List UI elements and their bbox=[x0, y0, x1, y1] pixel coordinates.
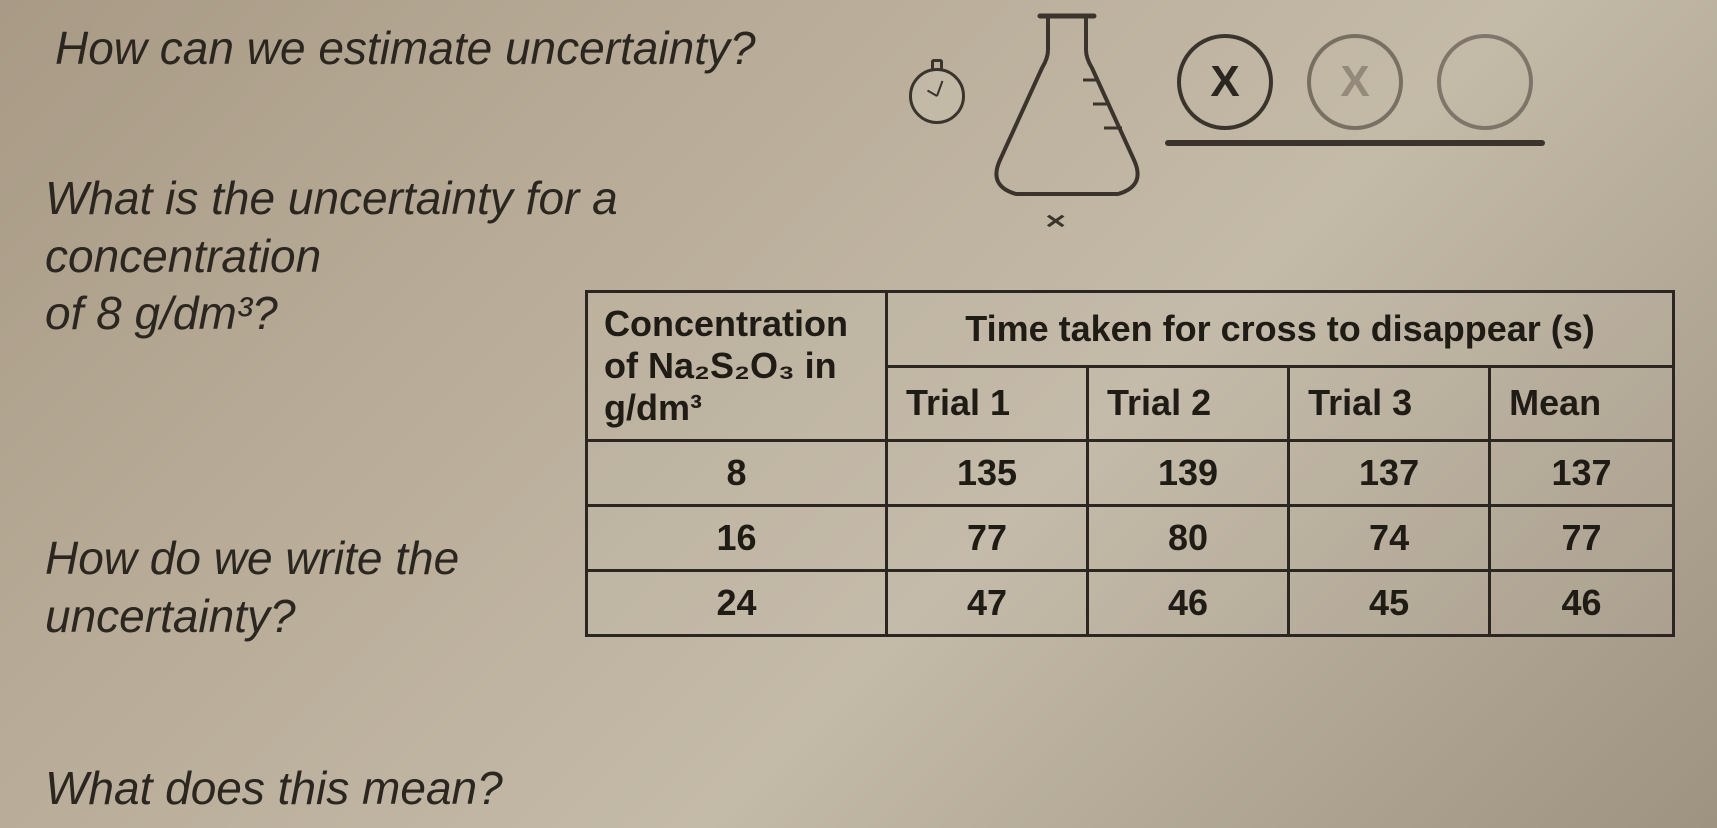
header-mean: Mean bbox=[1490, 366, 1674, 441]
conical-flask-icon bbox=[982, 10, 1152, 210]
header-time-span: Time taken for cross to disappear (s) bbox=[887, 292, 1674, 367]
cell-trial2: 46 bbox=[1088, 571, 1289, 636]
cell-conc: 24 bbox=[587, 571, 887, 636]
results-table-wrap: Concentration of Na₂S₂O₃ in g/dm³ Time t… bbox=[585, 290, 1675, 637]
cell-trial3: 45 bbox=[1289, 571, 1490, 636]
cell-trial3: 74 bbox=[1289, 506, 1490, 571]
cell-conc: 16 bbox=[587, 506, 887, 571]
stopwatch-icon bbox=[909, 68, 965, 124]
question-3: How do we write the uncertainty? bbox=[45, 530, 605, 645]
cross-fading-icon: X bbox=[1307, 34, 1403, 130]
cell-trial1: 47 bbox=[887, 571, 1088, 636]
table-header-row-1: Concentration of Na₂S₂O₃ in g/dm³ Time t… bbox=[587, 292, 1674, 367]
cell-trial3: 137 bbox=[1289, 441, 1490, 506]
question-1: How can we estimate uncertainty? bbox=[55, 20, 756, 78]
question-3-line1: How do we write the bbox=[45, 532, 459, 584]
header-trial-2: Trial 2 bbox=[1088, 366, 1289, 441]
header-conc-line3: g/dm³ bbox=[604, 387, 869, 429]
cell-mean: 77 bbox=[1490, 506, 1674, 571]
cell-trial2: 139 bbox=[1088, 441, 1289, 506]
question-3-line2: uncertainty? bbox=[45, 590, 296, 642]
cell-trial1: 77 bbox=[887, 506, 1088, 571]
experiment-diagram: ✕ X X bbox=[887, 10, 1587, 230]
table-row: 8 135 139 137 137 bbox=[587, 441, 1674, 506]
header-conc-line2: of Na₂S₂O₃ in bbox=[604, 345, 869, 387]
header-concentration: Concentration of Na₂S₂O₃ in g/dm³ bbox=[587, 292, 887, 441]
cross-under-flask-icon: ✕ bbox=[1044, 210, 1067, 233]
table-row: 24 47 46 45 46 bbox=[587, 571, 1674, 636]
cell-mean: 46 bbox=[1490, 571, 1674, 636]
header-trial-3: Trial 3 bbox=[1289, 366, 1490, 441]
worksheet-page: How can we estimate uncertainty? What is… bbox=[0, 0, 1717, 828]
question-4: What does this mean? bbox=[45, 760, 503, 818]
cross-visible-icon: X bbox=[1177, 34, 1273, 130]
header-trial-1: Trial 1 bbox=[887, 366, 1088, 441]
question-2-line2: of 8 g/dm³? bbox=[45, 287, 278, 339]
cross-gone-icon bbox=[1437, 34, 1533, 130]
header-conc-line1: Concentration bbox=[604, 303, 869, 345]
table-row: 16 77 80 74 77 bbox=[587, 506, 1674, 571]
cell-mean: 137 bbox=[1490, 441, 1674, 506]
stopwatch-button-icon bbox=[931, 59, 943, 69]
diagram-baseline bbox=[1165, 140, 1545, 146]
question-2-line1: What is the uncertainty for a concentrat… bbox=[45, 172, 618, 282]
cell-trial1: 135 bbox=[887, 441, 1088, 506]
cell-conc: 8 bbox=[587, 441, 887, 506]
results-table: Concentration of Na₂S₂O₃ in g/dm³ Time t… bbox=[585, 290, 1675, 637]
cell-trial2: 80 bbox=[1088, 506, 1289, 571]
